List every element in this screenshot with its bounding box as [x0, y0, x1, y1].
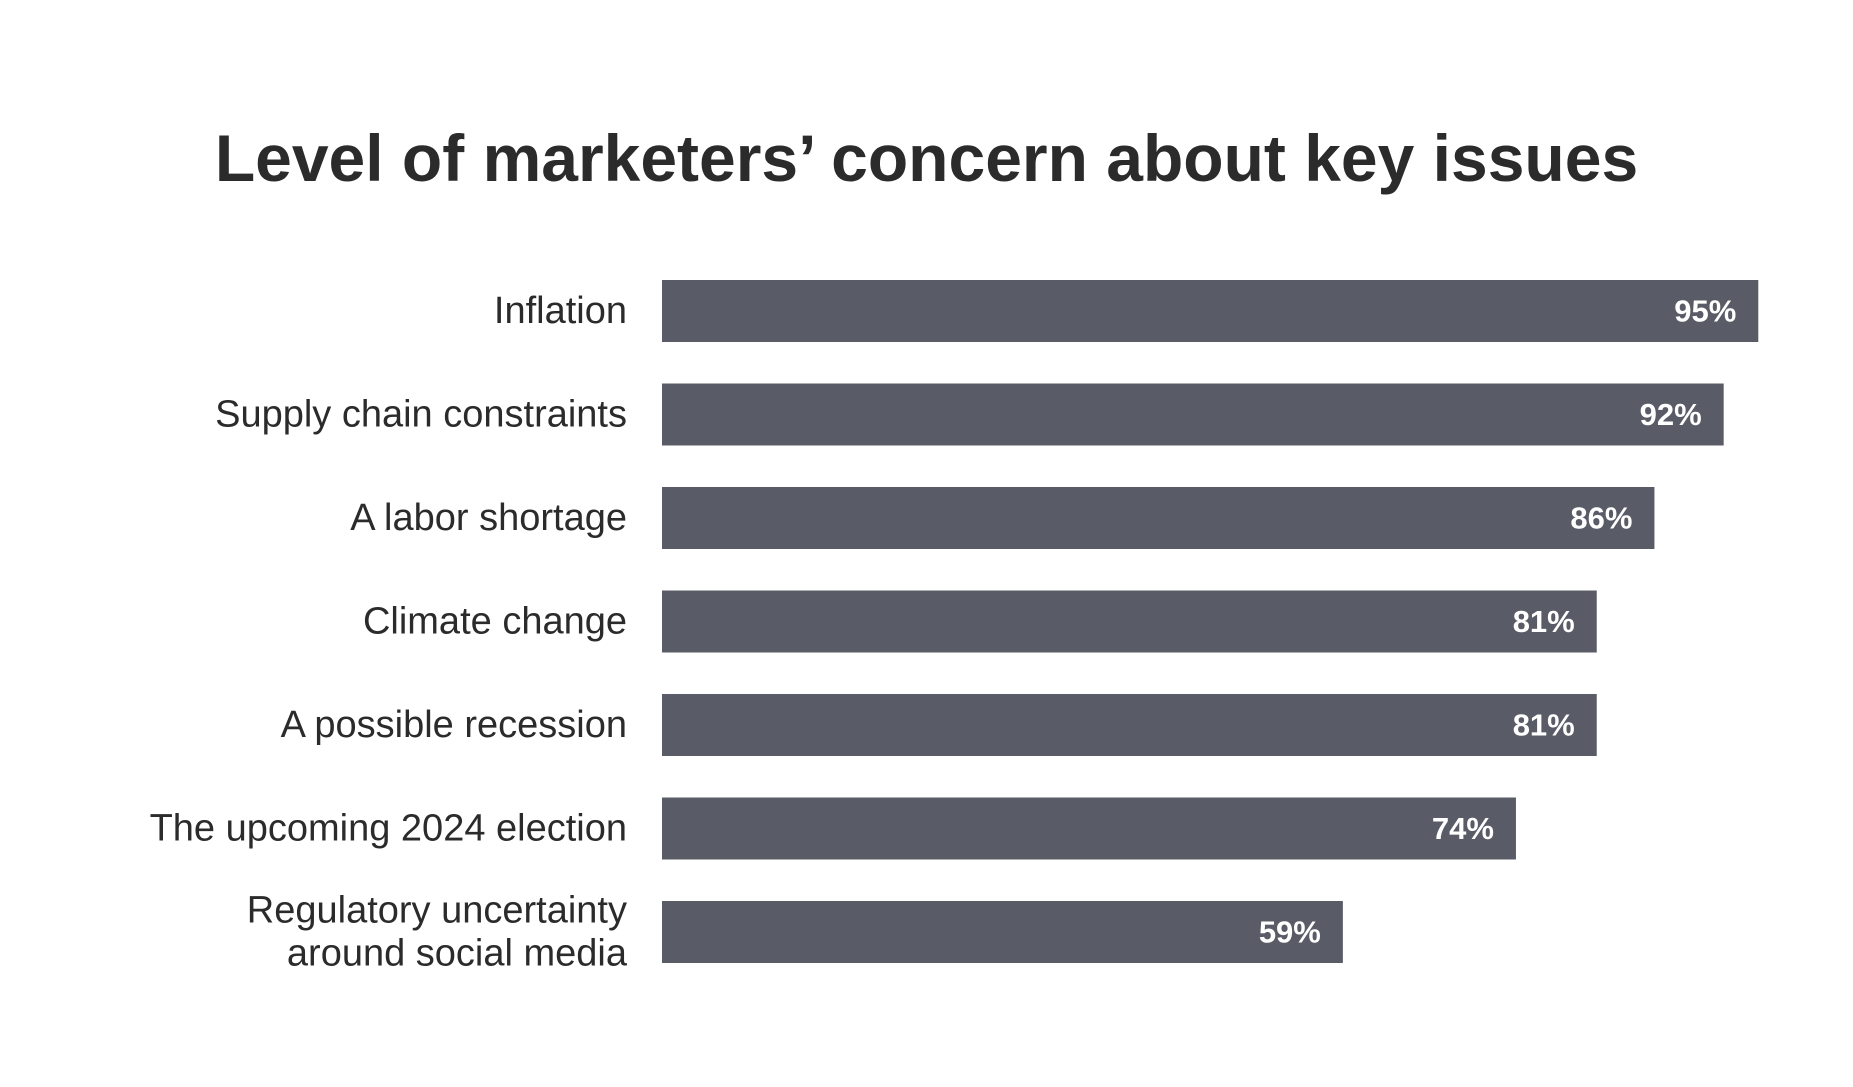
value-label-4: 81%	[1513, 708, 1575, 743]
value-label-2: 86%	[1570, 501, 1632, 536]
value-label-5: 74%	[1432, 811, 1494, 846]
category-label-1: Supply chain constraints	[215, 394, 627, 436]
category-label-0: Inflation	[494, 290, 627, 332]
value-label-3: 81%	[1513, 604, 1575, 639]
category-label-line: The upcoming 2024 election	[150, 808, 627, 850]
bar-3	[662, 590, 1597, 653]
category-label-line: Inflation	[494, 290, 627, 332]
value-label-1: 92%	[1640, 397, 1702, 432]
bar-0	[662, 280, 1759, 342]
category-label-6: Regulatory uncertainty around social medi…	[247, 890, 628, 975]
category-label-line: Regulatory uncertainty	[247, 890, 627, 932]
value-label-0: 95%	[1674, 294, 1736, 329]
chart-title: Level of marketers’ concern about key is…	[214, 121, 1639, 195]
category-label-line: around social media	[287, 933, 628, 975]
bar-6	[662, 901, 1343, 963]
category-label-2: A labor shortage	[350, 497, 627, 539]
category-label-3: Climate change	[363, 601, 627, 643]
bar-1	[662, 383, 1724, 446]
category-label-4: A possible recession	[281, 704, 627, 746]
category-labels-layer: Inflation Supply chain constraints A labor…	[150, 290, 628, 975]
category-label-line: A labor shortage	[350, 497, 627, 539]
bar-5	[662, 797, 1516, 860]
bars-layer	[662, 280, 1759, 963]
category-label-line: Supply chain constraints	[215, 394, 627, 436]
category-label-line: A possible recession	[281, 704, 627, 746]
value-label-6: 59%	[1259, 915, 1321, 950]
bar-4	[662, 694, 1597, 756]
value-labels-layer: 95% 92% 86% 81% 81% 74% 59%	[1259, 294, 1736, 950]
category-label-5: The upcoming 2024 election	[150, 808, 627, 850]
bar-2	[662, 487, 1655, 549]
category-label-line: Climate change	[363, 601, 627, 643]
